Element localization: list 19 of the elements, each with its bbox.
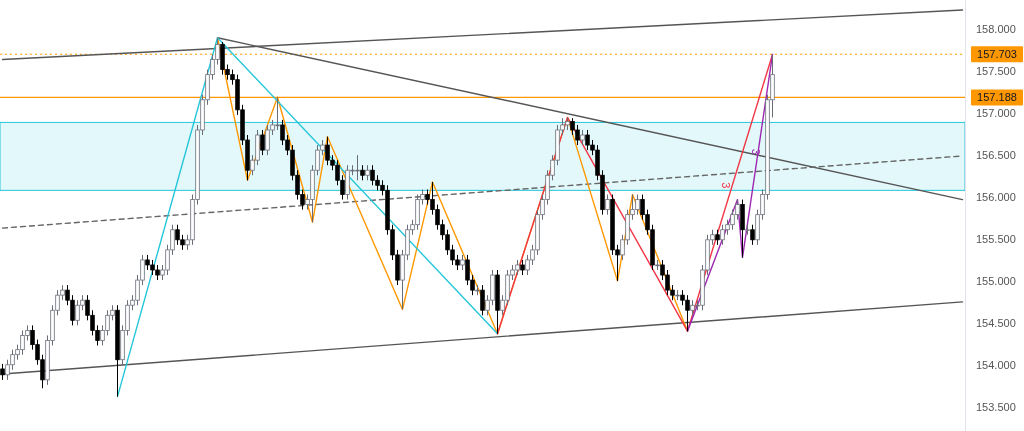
candlestick xyxy=(605,194,610,216)
y-tick-label: 155.500 xyxy=(976,233,1016,245)
y-tick-label: 157.000 xyxy=(976,107,1016,120)
y-tick-label: 154.000 xyxy=(976,358,1016,371)
y-tick-label: 153.500 xyxy=(976,400,1016,413)
line-series xyxy=(686,53,774,332)
annotation: 3 xyxy=(720,182,732,189)
ref-line-label: 157.188 xyxy=(977,91,1017,104)
y-tick-label: 158.000 xyxy=(976,23,1016,36)
candlestick xyxy=(480,284,485,316)
y-tick-label: 156.000 xyxy=(976,191,1016,204)
y-tick-label: 157.500 xyxy=(976,65,1016,78)
y-tick-label: 156.500 xyxy=(976,149,1016,162)
candlestick xyxy=(260,129,265,156)
line-series xyxy=(496,53,774,335)
y-tick-label: 155.000 xyxy=(976,274,1016,287)
candlestick xyxy=(750,224,755,246)
y-tick-label: 154.500 xyxy=(976,316,1016,329)
ref-line-label: 157.703 xyxy=(977,48,1017,61)
